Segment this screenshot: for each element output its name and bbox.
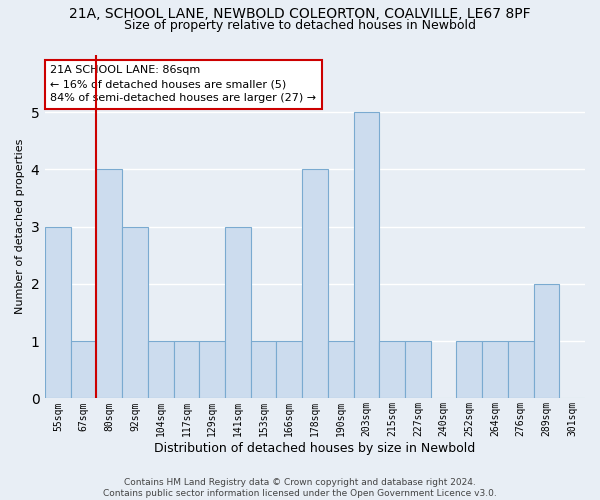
Text: Contains HM Land Registry data © Crown copyright and database right 2024.
Contai: Contains HM Land Registry data © Crown c… (103, 478, 497, 498)
Bar (251, 341, 277, 398)
Text: 21A, SCHOOL LANE, NEWBOLD COLEORTON, COALVILLE, LE67 8PF: 21A, SCHOOL LANE, NEWBOLD COLEORTON, COA… (69, 8, 531, 22)
Bar (199, 341, 225, 398)
Bar (302, 170, 328, 398)
Bar (533, 284, 559, 399)
Bar (482, 341, 508, 398)
Bar (379, 341, 405, 398)
Bar (353, 112, 379, 399)
Bar (457, 341, 482, 398)
Bar (277, 341, 302, 398)
Y-axis label: Number of detached properties: Number of detached properties (15, 139, 25, 314)
Bar (97, 170, 122, 398)
Bar (173, 341, 199, 398)
Bar (328, 341, 353, 398)
Bar (71, 341, 97, 398)
X-axis label: Distribution of detached houses by size in Newbold: Distribution of detached houses by size … (154, 442, 476, 455)
Text: Size of property relative to detached houses in Newbold: Size of property relative to detached ho… (124, 18, 476, 32)
Bar (405, 341, 431, 398)
Bar (225, 226, 251, 398)
Text: 21A SCHOOL LANE: 86sqm
← 16% of detached houses are smaller (5)
84% of semi-deta: 21A SCHOOL LANE: 86sqm ← 16% of detached… (50, 66, 317, 104)
Bar (148, 341, 173, 398)
Bar (122, 226, 148, 398)
Bar (45, 226, 71, 398)
Bar (508, 341, 533, 398)
